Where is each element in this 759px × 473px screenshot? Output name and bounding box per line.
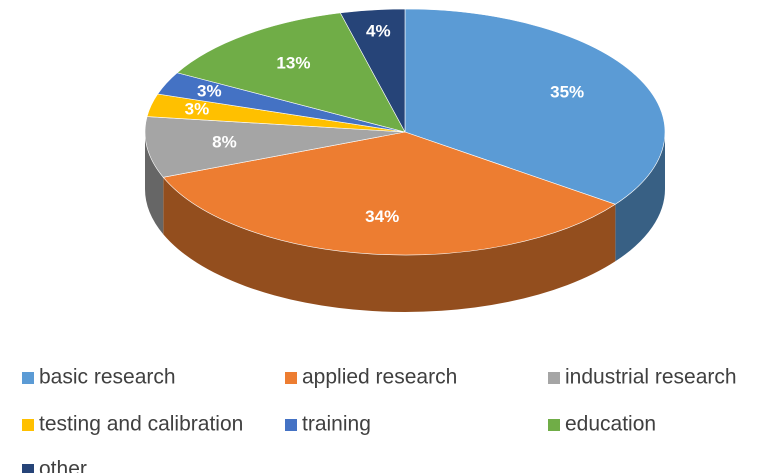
legend-swatch [22, 419, 34, 431]
data-label: 3% [185, 99, 210, 118]
pie-slice-side [615, 132, 665, 262]
data-label: 4% [366, 21, 391, 40]
data-label: 13% [276, 53, 310, 72]
pie-slice-side [163, 177, 616, 313]
legend-label: basic research [39, 366, 176, 389]
legend-label: applied research [302, 366, 457, 389]
pie-slice [144, 116, 406, 178]
pie-slice [176, 12, 406, 133]
legend-label: testing and calibration [39, 413, 243, 436]
data-label: 8% [212, 132, 237, 151]
data-label: 35% [550, 82, 584, 101]
pie-slice [162, 131, 617, 256]
pie-slice [404, 8, 666, 205]
legend-swatch [548, 419, 560, 431]
pie-slice-side [145, 132, 164, 235]
legend-swatch [548, 372, 560, 384]
legend-label: other [39, 458, 87, 473]
legend-swatch [285, 372, 297, 384]
pie-slice [339, 8, 406, 133]
legend-label: education [565, 413, 656, 436]
data-label: 3% [197, 81, 222, 100]
legend-label: industrial research [565, 366, 737, 389]
legend-swatch [22, 464, 34, 473]
legend-swatch [22, 372, 34, 384]
legend-label: training [302, 413, 371, 436]
data-label: 34% [365, 207, 399, 226]
legend-swatch [285, 419, 297, 431]
